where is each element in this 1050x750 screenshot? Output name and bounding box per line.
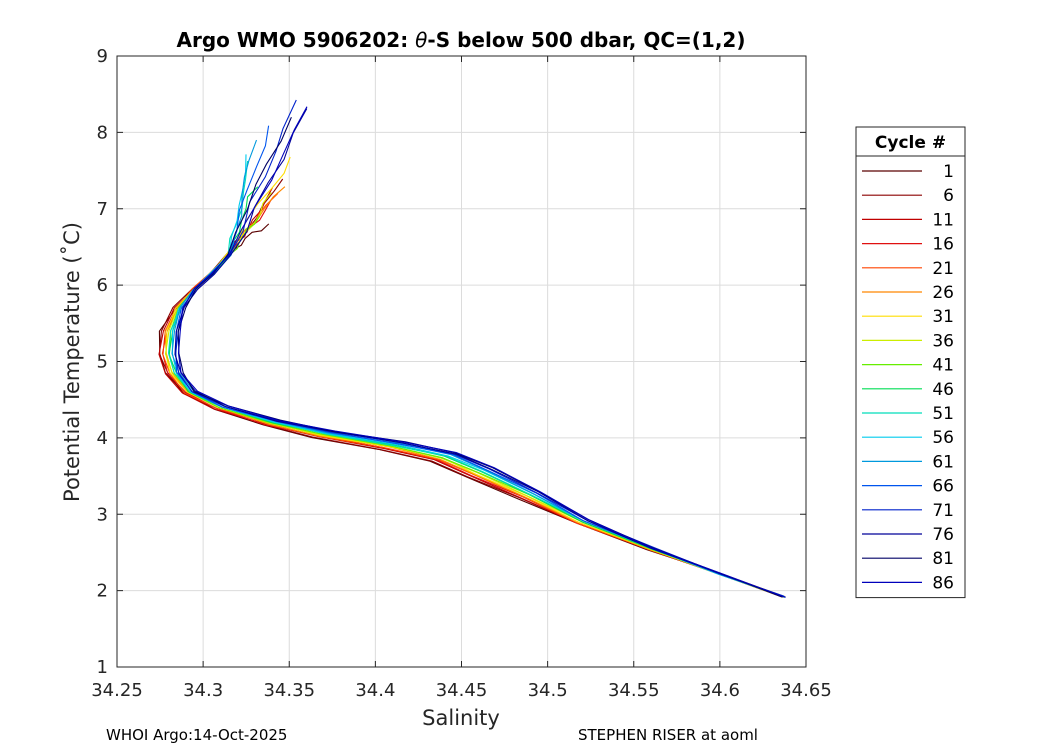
series-line-cycle-21 <box>161 193 782 597</box>
legend-label: 56 <box>932 428 954 448</box>
series-line-cycle-1 <box>158 223 785 598</box>
series-line-cycle-36 <box>164 192 784 598</box>
y-tick-label: 3 <box>97 504 108 525</box>
x-axis-label: Salinity <box>422 706 500 730</box>
legend: Cycle #161116212631364146515661667176818… <box>855 126 966 599</box>
series-line-cycle-71 <box>174 99 784 597</box>
x-tick-label: 34.6 <box>700 680 740 701</box>
y-axis-label: Potential Temperature (˚C) <box>60 222 84 502</box>
x-tick-label: 34.65 <box>780 680 832 701</box>
y-tick-label: 9 <box>97 46 108 67</box>
x-tick-label: 34.5 <box>528 680 568 701</box>
legend-label: 26 <box>932 283 954 303</box>
footer-credit: STEPHEN RISER at aoml <box>578 726 758 744</box>
x-tick-label: 34.45 <box>436 680 488 701</box>
series-line-cycle-86 <box>177 106 786 598</box>
axis-ticks: 34.25 34.3 34.35 34.4 34.45 34.5 34.55 34.6 34.6… <box>91 46 832 701</box>
series-line-cycle-51 <box>167 160 782 598</box>
y-tick-label: 5 <box>97 352 108 373</box>
legend-label: 86 <box>932 573 954 593</box>
plot-area <box>158 99 786 598</box>
legend-label: 31 <box>932 307 954 327</box>
x-tick-label: 34.4 <box>355 680 395 701</box>
series-line-cycle-16 <box>162 199 783 597</box>
series-line-cycle-46 <box>168 186 783 597</box>
legend-label: 36 <box>932 331 954 351</box>
legend-label: 6 <box>943 186 954 206</box>
legend-label: 41 <box>932 356 954 376</box>
legend-label: 66 <box>932 477 954 497</box>
legend-label: 61 <box>932 452 954 472</box>
y-tick-label: 2 <box>97 581 108 602</box>
legend-box <box>855 126 966 599</box>
series-line-cycle-76 <box>174 108 783 598</box>
x-tick-label: 34.3 <box>183 680 223 701</box>
grid <box>116 55 807 668</box>
y-tick-label: 6 <box>97 275 108 296</box>
footer-source: WHOI Argo:14-Oct-2025 <box>106 726 288 744</box>
y-tick-label: 1 <box>97 657 108 678</box>
series-line-cycle-6 <box>158 178 784 598</box>
legend-label: 81 <box>932 549 954 569</box>
series-line-cycle-26 <box>164 186 786 598</box>
x-tick-label: 34.55 <box>608 680 660 701</box>
legend-label: 1 <box>943 162 954 182</box>
legend-label: 11 <box>932 210 954 230</box>
x-tick-label: 34.35 <box>263 680 315 701</box>
series-line-cycle-81 <box>177 116 783 598</box>
chart-title: Argo WMO 5906202: θ-S below 500 dbar, QC… <box>177 28 746 52</box>
legend-label: 51 <box>932 404 954 424</box>
series-line-cycle-56 <box>171 154 786 598</box>
y-tick-label: 8 <box>97 122 108 143</box>
legend-label: 71 <box>932 501 954 521</box>
legend-title: Cycle # <box>875 133 946 153</box>
series-line-cycle-41 <box>168 216 784 597</box>
x-tick-label: 34.25 <box>91 680 143 701</box>
legend-label: 76 <box>932 525 954 545</box>
series-line-cycle-31 <box>165 156 785 598</box>
legend-label: 46 <box>932 380 954 400</box>
series-line-cycle-11 <box>158 187 784 598</box>
legend-label: 21 <box>932 259 954 279</box>
legend-label: 16 <box>932 235 954 255</box>
y-tick-label: 7 <box>97 199 108 220</box>
y-tick-label: 4 <box>97 428 108 449</box>
